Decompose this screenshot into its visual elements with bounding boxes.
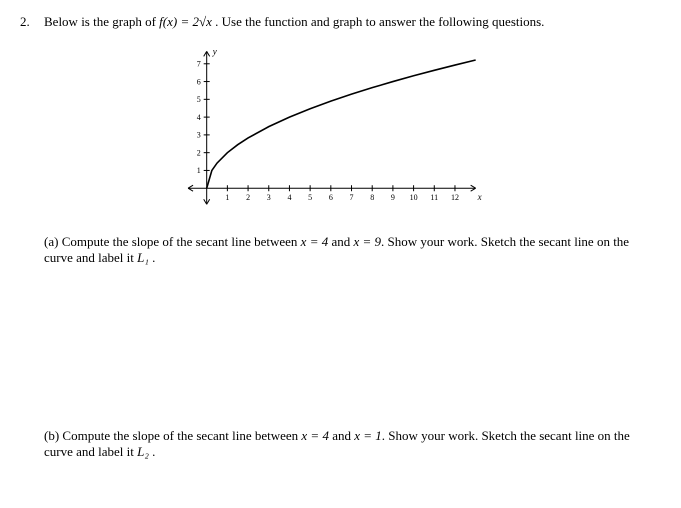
- svg-text:1: 1: [196, 166, 200, 175]
- svg-text:10: 10: [409, 193, 417, 202]
- part-b-tail: .: [149, 444, 156, 459]
- part-b-x2: x = 1: [354, 428, 382, 443]
- svg-text:1: 1: [225, 193, 229, 202]
- part-a-and: and: [328, 234, 353, 249]
- svg-text:5: 5: [196, 95, 200, 104]
- svg-text:9: 9: [390, 193, 394, 202]
- part-a-x1: x = 4: [301, 234, 329, 249]
- part-a-label: (a): [44, 234, 58, 249]
- stem-suffix: . Use the function and graph to answer t…: [212, 14, 545, 29]
- svg-text:7: 7: [349, 193, 353, 202]
- svg-text:x: x: [476, 192, 481, 202]
- part-b: (b) Compute the slope of the secant line…: [44, 428, 651, 460]
- svg-text:7: 7: [196, 60, 200, 69]
- svg-text:5: 5: [308, 193, 312, 202]
- part-a-text-1: Compute the slope of the secant line bet…: [62, 234, 301, 249]
- part-b-line-label: L₂: [137, 444, 149, 459]
- svg-text:6: 6: [328, 193, 332, 202]
- svg-text:2: 2: [196, 148, 200, 157]
- svg-text:12: 12: [450, 193, 458, 202]
- svg-text:8: 8: [370, 193, 374, 202]
- part-b-text-1: Compute the slope of the secant line bet…: [62, 428, 301, 443]
- svg-text:y: y: [211, 46, 216, 56]
- svg-text:4: 4: [287, 193, 291, 202]
- part-a-x2: x = 9: [354, 234, 382, 249]
- function-graph: 1234567891011121234567xy: [186, 46, 486, 206]
- part-a-tail: .: [149, 250, 156, 265]
- stem-prefix: Below is the graph of: [44, 14, 159, 29]
- svg-text:2: 2: [246, 193, 250, 202]
- part-b-label: (b): [44, 428, 59, 443]
- part-a-line-label: L₁: [137, 250, 149, 265]
- formula: f(x) = 2√x: [159, 14, 212, 29]
- svg-text:4: 4: [196, 113, 200, 122]
- problem-number: 2.: [20, 14, 44, 30]
- part-a: (a) Compute the slope of the secant line…: [44, 234, 651, 266]
- part-b-and: and: [329, 428, 354, 443]
- part-b-x1: x = 4: [301, 428, 329, 443]
- svg-text:3: 3: [196, 131, 200, 140]
- svg-text:11: 11: [430, 193, 438, 202]
- svg-text:6: 6: [196, 77, 200, 86]
- svg-text:3: 3: [266, 193, 270, 202]
- problem-stem: Below is the graph of f(x) = 2√x . Use t…: [44, 14, 651, 30]
